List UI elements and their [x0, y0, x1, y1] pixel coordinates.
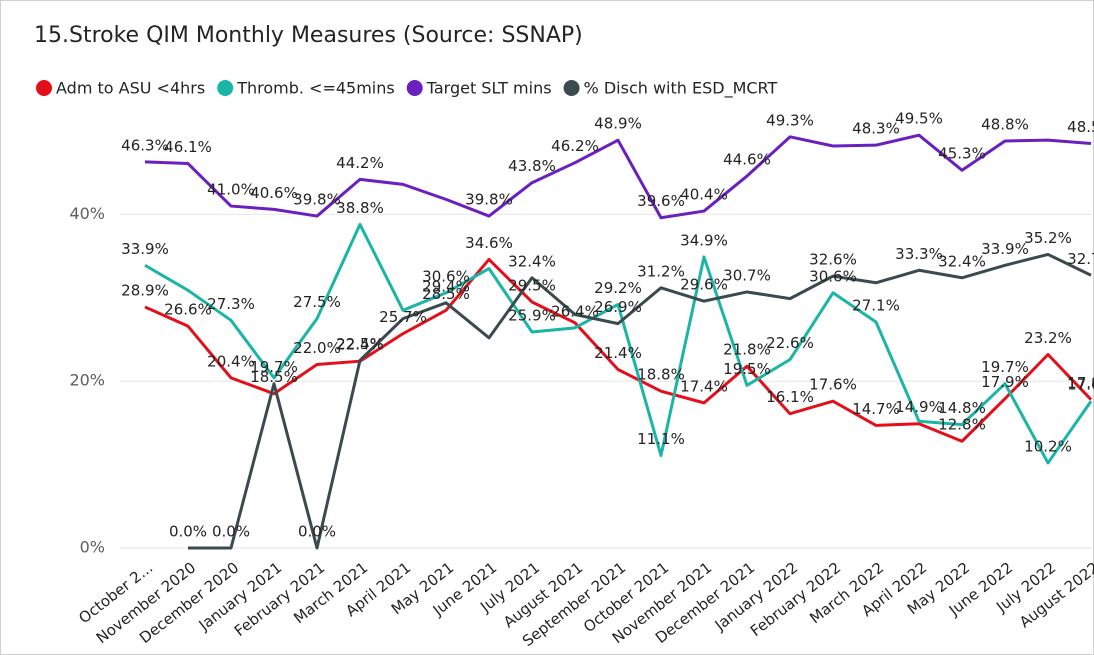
data-label: 25.7% — [379, 308, 427, 326]
data-label: 49.3% — [766, 111, 814, 129]
data-label: 29.2% — [594, 279, 642, 297]
data-label: 39.8% — [465, 191, 513, 209]
data-label: 31.2% — [637, 262, 685, 280]
data-label: 32.4% — [938, 252, 986, 270]
legend: Adm to ASU <4hrs Thromb. <=45mins Target S… — [36, 79, 778, 99]
legend-swatch — [217, 80, 234, 96]
data-label: 29.6% — [680, 276, 728, 294]
data-label: 39.6% — [637, 192, 685, 210]
data-label: 34.6% — [465, 234, 513, 252]
data-label: 33.9% — [121, 240, 169, 258]
data-label: 23.2% — [1024, 329, 1072, 347]
data-label: 17.8% — [1067, 374, 1094, 392]
data-label: 19.7% — [981, 358, 1029, 376]
data-label: 22.4% — [336, 336, 384, 354]
data-label: 35.2% — [1024, 229, 1072, 247]
legend-label: Adm to ASU <4hrs — [56, 79, 205, 98]
data-label: 19.7% — [250, 358, 298, 376]
y-tick-label: 0% — [80, 538, 105, 557]
data-label: 10.2% — [1024, 437, 1072, 455]
data-label: 20.4% — [207, 352, 255, 370]
data-label: 32.4% — [508, 252, 556, 270]
data-label: 14.8% — [938, 399, 986, 417]
y-tick-label: 20% — [69, 371, 105, 390]
data-label: 48.3% — [852, 120, 900, 138]
data-label: 27.5% — [293, 293, 341, 311]
data-label: 30.6% — [422, 267, 470, 285]
series-line — [144, 257, 1093, 443]
data-label: 26.6% — [164, 301, 212, 319]
data-label: 27.3% — [207, 295, 255, 313]
data-label: 22.5% — [336, 335, 384, 353]
data-label: 25.9% — [508, 306, 556, 324]
data-label: 33.9% — [981, 240, 1029, 258]
data-label: 11.1% — [637, 430, 685, 448]
data-label: 28.5% — [422, 285, 470, 303]
data-label: 19.5% — [723, 360, 771, 378]
data-label: 48.9% — [594, 115, 642, 133]
legend-label: % Disch with ESD_MCRT — [584, 79, 778, 99]
data-label: 17.6% — [1067, 376, 1094, 394]
data-label: 0.0% — [169, 523, 207, 541]
legend-label: Target SLT mins — [426, 79, 552, 98]
data-label: 21.8% — [723, 341, 771, 359]
data-label: 43.8% — [508, 157, 556, 175]
data-label: 17.9% — [981, 373, 1029, 391]
data-label: 29.5% — [508, 276, 556, 294]
chart-title: 15.Stroke QIM Monthly Measures (Source: … — [34, 23, 583, 48]
data-label: 44.6% — [723, 151, 771, 169]
series-line — [188, 252, 1092, 550]
data-label: 12.8% — [938, 416, 986, 434]
legend-swatch — [406, 80, 423, 96]
data-label: 18.8% — [637, 366, 685, 384]
data-label: 30.7% — [723, 266, 771, 284]
data-label: 0.0% — [298, 523, 336, 541]
series-line — [144, 222, 1093, 465]
data-label: 39.8% — [293, 191, 341, 209]
data-label: 28.9% — [121, 281, 169, 299]
data-label: 45.3% — [938, 145, 986, 163]
data-label: 44.2% — [336, 154, 384, 172]
data-label: 22.0% — [293, 339, 341, 357]
data-label: 41.0% — [207, 181, 255, 199]
data-label: 14.9% — [895, 398, 943, 416]
data-label: 21.4% — [594, 344, 642, 362]
legend-swatch — [36, 80, 52, 96]
data-label: 16.1% — [766, 388, 814, 406]
data-label: 32.6% — [809, 251, 857, 269]
data-label: 46.2% — [551, 137, 599, 155]
legend-swatch — [563, 80, 580, 96]
data-label: 40.6% — [250, 184, 298, 202]
data-label: 29.4% — [422, 277, 470, 295]
data-label: 0.0% — [212, 523, 250, 541]
data-label: 46.3% — [121, 136, 169, 154]
data-label: 17.6% — [809, 376, 857, 394]
data-label: 18.5% — [250, 368, 298, 386]
y-tick-label: 40% — [69, 204, 105, 223]
data-label: 38.8% — [336, 199, 384, 217]
data-label: 46.1% — [164, 138, 212, 156]
legend-label: Thromb. <=45mins — [236, 79, 395, 98]
data-label: 32.7% — [1067, 250, 1094, 268]
series-line — [144, 133, 1092, 220]
data-label: 22.6% — [766, 334, 814, 352]
data-label: 27.1% — [852, 296, 900, 314]
data-label: 33.3% — [895, 245, 943, 263]
data-label: 17.4% — [680, 377, 728, 395]
data-label: 26.4% — [551, 302, 599, 320]
data-label: 48.8% — [981, 116, 1029, 134]
data-label: 26.9% — [594, 298, 642, 316]
data-label: 30.6% — [809, 267, 857, 285]
data-label: 49.5% — [895, 110, 943, 128]
data-label: 40.4% — [680, 186, 728, 204]
data-label: 34.9% — [680, 231, 728, 249]
data-label: 48.5% — [1067, 118, 1094, 136]
data-label: 14.7% — [852, 400, 900, 418]
